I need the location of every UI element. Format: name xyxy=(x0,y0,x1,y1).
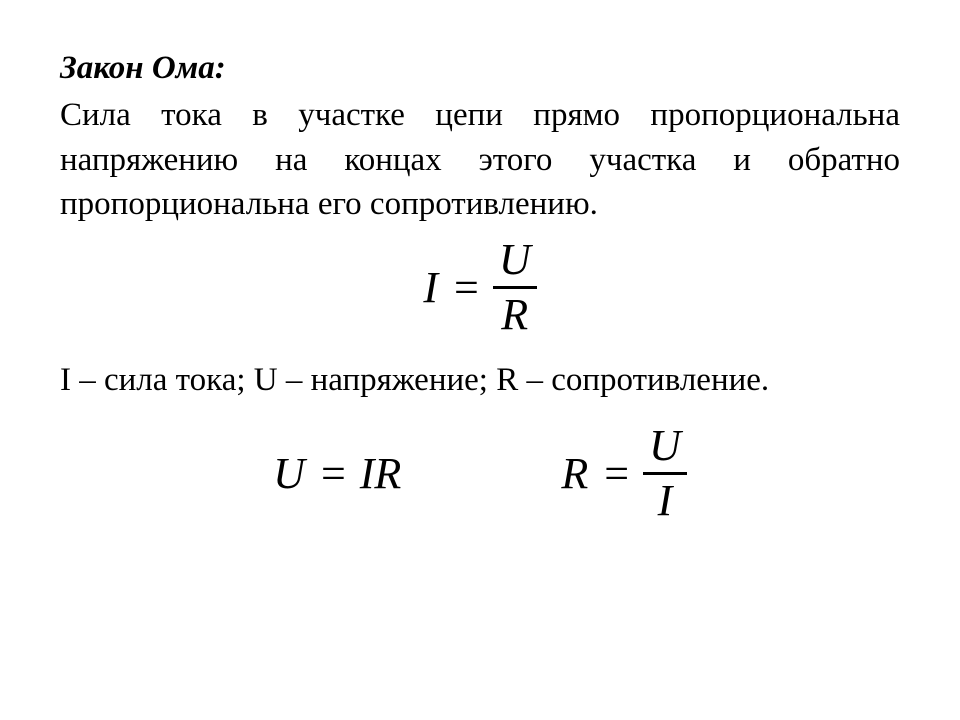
denominator: R xyxy=(495,292,534,338)
formula-u-equals-ir: U = IR xyxy=(273,448,401,499)
fraction-bar xyxy=(643,472,687,475)
formula-lhs: U xyxy=(273,448,305,499)
fraction: U R xyxy=(493,237,537,338)
formula-r-equals-u-over-i: R = U I xyxy=(561,423,687,524)
derived-formulas-row: U = IR R = U I xyxy=(60,423,900,524)
legend-dash: – xyxy=(71,362,104,398)
legend-desc-u: напряжение; xyxy=(311,362,497,398)
formula-lhs: R xyxy=(561,448,588,499)
fraction: U I xyxy=(643,423,687,524)
legend-symbol-i: I xyxy=(60,362,71,398)
legend-symbol-u: U xyxy=(254,362,278,398)
page: Закон Ома: Сила тока в участке цепи прям… xyxy=(0,0,960,720)
legend-dash: – xyxy=(278,362,311,398)
fraction-bar xyxy=(493,286,537,289)
legend-dash: – xyxy=(518,362,551,398)
law-definition: Сила тока в участке цепи прямо пропорцио… xyxy=(60,93,900,227)
formula-lhs: I xyxy=(423,262,438,313)
denominator: I xyxy=(652,478,679,524)
legend-desc-r: сопротивление. xyxy=(551,362,769,398)
formula-rhs: IR xyxy=(360,448,402,499)
equals-sign: = xyxy=(321,448,346,499)
numerator: U xyxy=(643,423,687,469)
numerator: U xyxy=(493,237,537,283)
equals-sign: = xyxy=(454,262,479,313)
legend-desc-i: сила тока; xyxy=(104,362,254,398)
equals-sign: = xyxy=(604,448,629,499)
formula-i-equals-u-over-r: I = U R xyxy=(423,237,536,338)
variable-legend: I – сила тока; U – напряжение; R – сопро… xyxy=(60,358,900,403)
main-formula-row: I = U R xyxy=(60,237,900,338)
law-title: Закон Ома: xyxy=(60,50,900,87)
legend-symbol-r: R xyxy=(496,362,518,398)
